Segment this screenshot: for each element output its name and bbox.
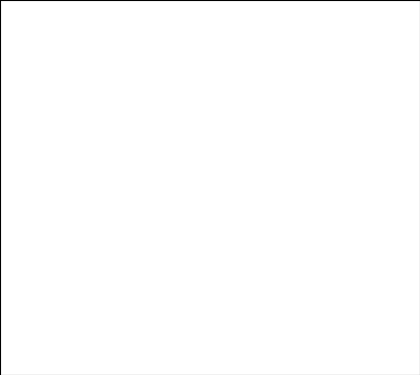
Bar	[263, 136, 277, 139]
Text: transformed count: transformed count	[98, 276, 189, 286]
Bar	[182, 170, 196, 173]
Bar	[344, 147, 359, 149]
Text: GSM89498: GSM89498	[170, 219, 180, 276]
Bar	[69, 324, 88, 331]
Text: GSM89500: GSM89500	[332, 219, 342, 276]
Bar	[247, 149, 265, 166]
Text: GSM89499: GSM89499	[251, 219, 261, 276]
Bar	[69, 292, 88, 300]
Bar	[80, 99, 106, 102]
Bar	[166, 166, 183, 193]
Title: GDS1936 / 135588_at: GDS1936 / 135588_at	[139, 28, 292, 43]
Text: rank, Detection Call = ABSENT: rank, Detection Call = ABSENT	[98, 322, 248, 333]
Bar	[69, 277, 88, 284]
Bar	[79, 64, 108, 167]
Text: value, Detection Call = ABSENT: value, Detection Call = ABSENT	[98, 307, 253, 317]
Bar	[329, 164, 346, 166]
Text: GSM89497: GSM89497	[88, 219, 98, 276]
Bar	[69, 308, 88, 316]
Text: percentile rank within the sample: percentile rank within the sample	[98, 291, 263, 301]
